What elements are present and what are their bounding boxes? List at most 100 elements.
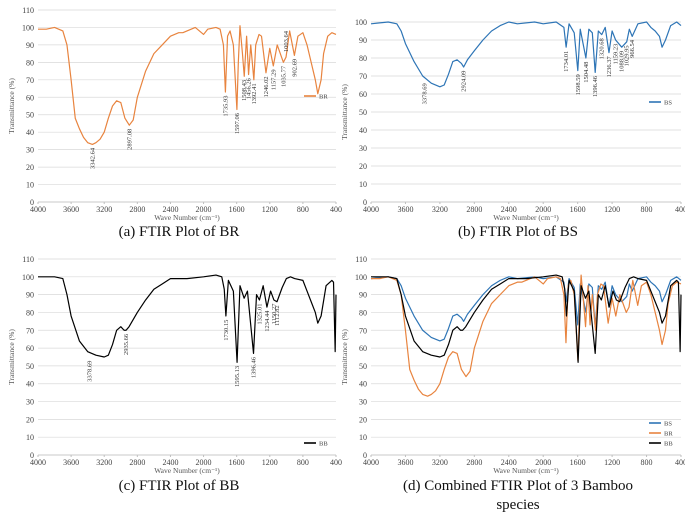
x-tick-label: 3200 (432, 205, 448, 214)
x-tick-label: 800 (641, 205, 653, 214)
x-tick-label: 4000 (363, 205, 379, 214)
y-tick-label: 10 (26, 181, 34, 190)
x-tick-label: 400 (330, 458, 342, 467)
peak-label: 1035.77 (280, 65, 287, 87)
y-tick-label: 10 (359, 180, 367, 189)
y-tick-label: 60 (359, 90, 367, 99)
y-tick-label: 90 (359, 291, 367, 300)
y-tick-label: 40 (26, 128, 34, 137)
y-tick-label: 20 (359, 162, 367, 171)
x-axis-label: Wave Number (cm⁻¹) (154, 213, 220, 222)
x-tick-label: 2800 (129, 205, 145, 214)
peak-label: 1595.13 (234, 366, 241, 387)
chart-panel: 0 10 20 30 40 50 60 70 80 90 100 110 4000 3600 3200 280… (7, 255, 342, 494)
peak-label: 1236.37 (606, 55, 613, 77)
legend-label: BS (664, 100, 672, 107)
y-tick-label: 10 (359, 433, 367, 442)
y-tick-label: 50 (26, 111, 34, 120)
y-axis-label: Transmittance (%) (340, 84, 349, 140)
y-tick-label: 100 (22, 273, 34, 282)
y-tick-label: 10 (26, 433, 34, 442)
peak-label: 1504.48 (583, 62, 590, 83)
legend-label: BB (319, 441, 328, 448)
x-tick-label: 3200 (432, 458, 448, 467)
y-tick-label: 40 (359, 126, 367, 135)
peak-label: 1003.64 (283, 30, 290, 52)
peak-label: 1734.01 (563, 51, 570, 72)
x-tick-label: 3600 (397, 205, 413, 214)
y-tick-label: 50 (359, 362, 367, 371)
y-tick-label: 70 (26, 326, 34, 335)
y-tick-label: 50 (26, 362, 34, 371)
y-axis-label: Transmittance (%) (7, 329, 16, 385)
peak-label: 2897.08 (126, 129, 133, 150)
peak-label: 1246.02 (263, 76, 270, 97)
peak-label: 1325.01 (256, 304, 263, 325)
y-tick-label: 80 (359, 54, 367, 63)
y-axis-label: Transmittance (%) (340, 329, 349, 385)
x-tick-label: 2000 (535, 205, 551, 214)
x-axis-label: Wave Number (cm⁻¹) (154, 466, 220, 475)
y-tick-label: 0 (363, 451, 367, 460)
peak-label: 3378.69 (86, 361, 93, 382)
y-tick-label: 30 (26, 146, 34, 155)
y-tick-label: 70 (359, 72, 367, 81)
y-tick-label: 100 (355, 18, 367, 27)
y-tick-label: 20 (26, 163, 34, 172)
y-tick-label: 110 (22, 6, 34, 15)
y-tick-label: 100 (22, 23, 34, 32)
x-tick-label: 2000 (535, 458, 551, 467)
caption: (c) FTIR Plot of BB (119, 478, 240, 494)
y-tick-label: 90 (26, 291, 34, 300)
y-tick-label: 80 (26, 58, 34, 67)
x-tick-label: 400 (330, 205, 342, 214)
peak-label: 1396.46 (592, 75, 599, 97)
y-tick-label: 30 (359, 398, 367, 407)
x-tick-label: 2000 (196, 458, 212, 467)
y-tick-label: 30 (359, 144, 367, 153)
legend-label: BR (664, 431, 673, 438)
x-tick-label: 4000 (30, 205, 46, 214)
chart-panel: 0 10 20 30 40 50 60 70 80 90 100 110 4000 3600 3200 280… (7, 6, 342, 240)
y-tick-label: 70 (26, 76, 34, 85)
y-tick-label: 90 (26, 41, 34, 50)
x-tick-label: 1600 (570, 458, 586, 467)
caption: (b) FTIR Plot of BS (458, 224, 578, 240)
x-axis-label: Wave Number (cm⁻¹) (493, 213, 559, 222)
x-tick-label: 3600 (63, 205, 79, 214)
peak-label: 1396.46 (251, 356, 258, 378)
peak-label: 1508.43 (241, 80, 248, 101)
peak-label: 1320.68 (599, 38, 606, 59)
y-tick-label: 90 (359, 36, 367, 45)
x-tick-label: 2400 (162, 458, 178, 467)
peak-label: 1392.41 (251, 83, 258, 104)
peak-label: 1157.29 (270, 69, 277, 90)
legend-label: BB (664, 441, 673, 448)
spectrum-line (38, 25, 337, 145)
x-tick-label: 4000 (363, 458, 379, 467)
peak-label: 1112.82 (274, 305, 281, 326)
x-tick-label: 1600 (229, 458, 245, 467)
x-tick-label: 2000 (196, 205, 212, 214)
x-tick-label: 400 (675, 205, 685, 214)
peak-label: 2924.09 (461, 71, 468, 92)
chart-panel: 0 10 20 30 40 50 60 70 80 90 100 4000 3600 3200 2800 24… (340, 18, 685, 240)
peak-label: 966.54 (629, 39, 636, 58)
x-axis-label: Wave Number (cm⁻¹) (493, 466, 559, 475)
peak-label: 1597.06 (234, 112, 241, 134)
peak-label: 2935.66 (123, 333, 130, 355)
legend-label: BS (664, 421, 672, 428)
peak-label: 902.69 (291, 59, 298, 77)
caption: (a) FTIR Plot of BR (119, 224, 240, 240)
y-tick-label: 0 (363, 198, 367, 207)
x-tick-label: 4000 (30, 458, 46, 467)
y-tick-label: 80 (359, 308, 367, 317)
caption: species (496, 497, 539, 513)
y-tick-label: 20 (359, 415, 367, 424)
caption: (d) Combined FTIR Plot of 3 Bamboo (403, 478, 633, 494)
y-tick-label: 110 (355, 255, 367, 264)
peak-label: 1456.26 (246, 77, 253, 99)
y-tick-label: 80 (26, 308, 34, 317)
spectrum-line (371, 274, 682, 397)
